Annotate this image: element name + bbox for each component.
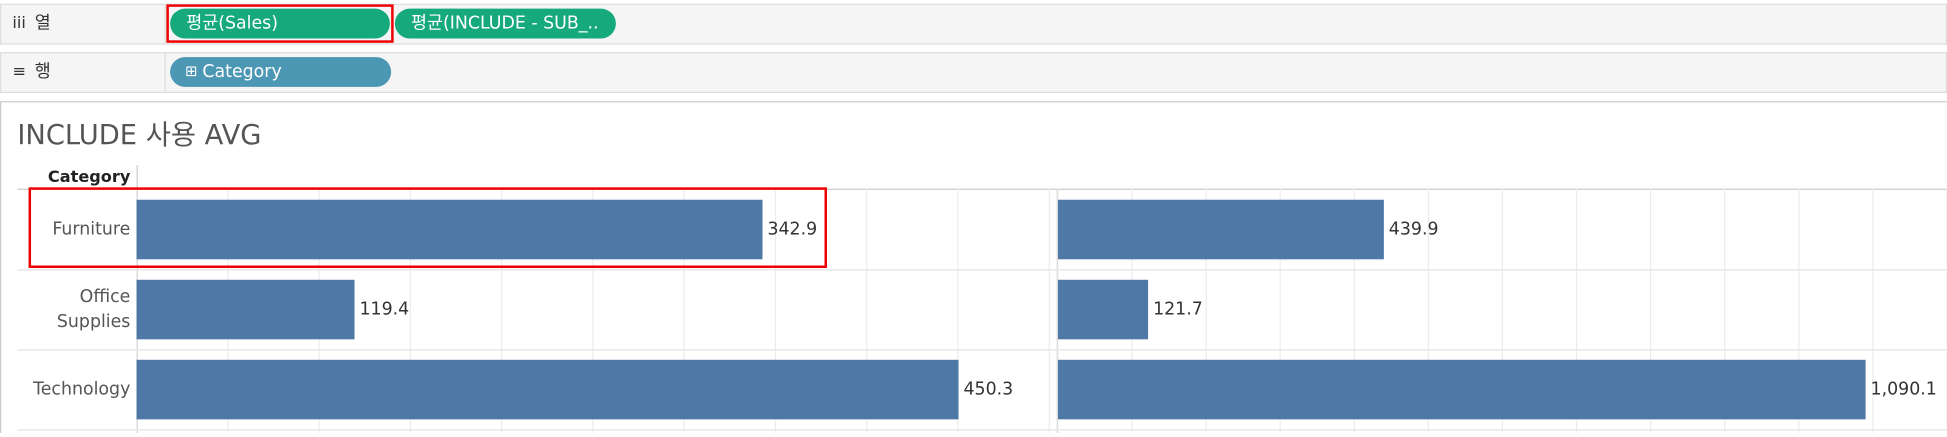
bar (136, 199, 763, 260)
columns-shelf-label: 열 (35, 14, 51, 34)
value-label: 342.9 (767, 220, 817, 240)
pill[interactable] (170, 57, 392, 87)
row-label: Office Supplies (57, 287, 130, 332)
bar (1057, 199, 1384, 260)
pill-label[interactable]: 평균(INCLUDE - SUB_.. (411, 14, 599, 34)
rows-shelf-label: 행 (35, 62, 51, 82)
value-label: 119.4 (359, 300, 409, 320)
rows-icon: ≡ (12, 61, 26, 80)
plot: Furniture Office Supplies Technology 342.9 11… (17, 188, 1947, 433)
pill-label[interactable]: Category (202, 62, 281, 82)
row-label: Technology (32, 380, 130, 400)
highlight-box (166, 4, 394, 43)
highlight-box (28, 187, 827, 268)
value-label: 121.7 (1153, 300, 1203, 320)
sheet-title: INCLUDE 사용 AVG (17, 120, 261, 151)
bar (136, 359, 959, 420)
columns-icon: iii (12, 13, 25, 32)
pill-icon: ⊞ (185, 62, 197, 80)
value-label: 1,090.1 (1871, 380, 1937, 400)
value-label: 450.3 (963, 380, 1013, 400)
row-label: Furniture (52, 220, 130, 240)
value-label: 439.9 (1389, 220, 1439, 240)
row-header: Category (48, 167, 131, 186)
pill[interactable] (394, 8, 616, 39)
pill[interactable] (170, 8, 390, 39)
bar (136, 279, 355, 340)
bar (1057, 359, 1866, 420)
pill-label[interactable]: 평균(Sales) (186, 14, 278, 34)
bar (1057, 279, 1149, 340)
